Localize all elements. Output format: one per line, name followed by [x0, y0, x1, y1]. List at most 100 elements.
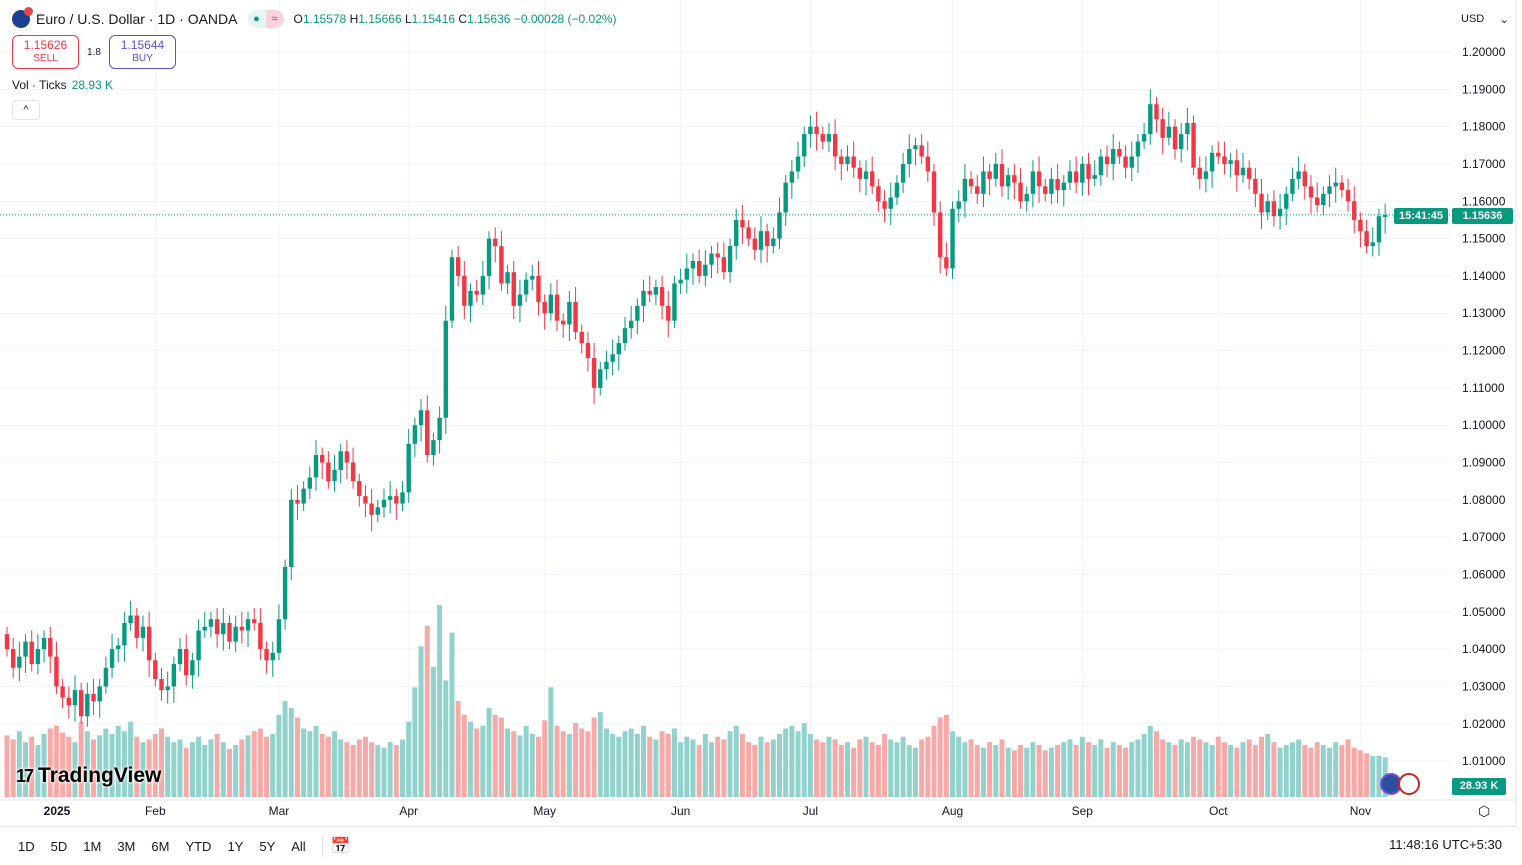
- range-5d[interactable]: 5D: [50, 838, 68, 854]
- volume-bar: [183, 747, 189, 797]
- candle-body: [78, 690, 84, 717]
- range-1d[interactable]: 1D: [18, 838, 35, 854]
- volume-bar: [1259, 736, 1265, 797]
- trade-buttons: 1.15626 SELL 1.8 1.15644 BUY: [12, 35, 176, 69]
- buy-button[interactable]: 1.15644 BUY: [109, 35, 176, 69]
- candle-body: [1024, 193, 1029, 202]
- candle-body: [876, 186, 881, 202]
- currency-select[interactable]: USD ⌄: [1461, 13, 1509, 26]
- range-1y[interactable]: 1Y: [227, 838, 244, 854]
- volume-bar: [109, 733, 115, 797]
- candle-body: [48, 637, 53, 657]
- candle-body: [604, 361, 609, 370]
- volume-bar: [1098, 739, 1104, 797]
- candle-body: [1209, 152, 1215, 172]
- candle-body: [870, 171, 875, 187]
- candle-body: [134, 615, 139, 638]
- volume-bar: [1271, 742, 1277, 797]
- candle-body: [1018, 182, 1023, 202]
- volume-bar: [987, 742, 993, 797]
- volume-bar: [715, 736, 721, 797]
- candle-body: [1197, 167, 1202, 179]
- y-tick-label: 1.17000: [1462, 157, 1506, 171]
- volume-bar: [189, 742, 195, 797]
- candle-body: [542, 302, 547, 314]
- candle-body: [628, 320, 634, 329]
- candle-body: [734, 219, 739, 247]
- range-3m[interactable]: 3M: [117, 838, 136, 854]
- volume-bar: [573, 723, 579, 797]
- volume-bar: [690, 739, 696, 797]
- candle-body: [462, 275, 467, 306]
- volume-bar: [412, 687, 418, 797]
- candle-body: [1376, 216, 1382, 243]
- volume-bar: [554, 725, 560, 797]
- volume-bar: [641, 725, 647, 797]
- candle-body: [647, 290, 652, 295]
- x-tick-label: Oct: [1209, 804, 1228, 818]
- candle-body: [338, 451, 343, 470]
- range-all[interactable]: All: [291, 838, 306, 854]
- candle-body: [313, 455, 319, 478]
- x-tick-label: Aug: [942, 804, 963, 818]
- candle-body: [1080, 163, 1085, 183]
- collapse-legend-button[interactable]: ^: [12, 100, 40, 120]
- range-1m[interactable]: 1M: [83, 838, 102, 854]
- candle-body: [276, 619, 282, 653]
- volume-bar: [937, 717, 943, 797]
- range-5y[interactable]: 5Y: [259, 838, 276, 854]
- volume-bar: [1370, 755, 1376, 797]
- price-chart[interactable]: 1.01000 1.02000 1.03000 1.04000 1.05000 1.060…: [0, 0, 1522, 826]
- candle-body: [709, 253, 714, 265]
- volume-bar: [1055, 744, 1061, 797]
- x-tick-label: 2025: [44, 804, 71, 818]
- candle-body: [635, 305, 640, 321]
- volume-bar: [239, 739, 245, 797]
- candle-body: [764, 231, 770, 247]
- candle-body: [1061, 182, 1066, 191]
- volume-bar: [1042, 750, 1048, 797]
- volume-bar: [739, 733, 745, 797]
- volume-bar: [721, 739, 727, 797]
- candle-body: [394, 496, 399, 504]
- candle-body: [1117, 149, 1122, 157]
- tradingview-logo[interactable]: 17 TradingView: [16, 764, 162, 787]
- axis-settings-icon[interactable]: ⬡: [1478, 803, 1491, 819]
- volume-bar: [1011, 750, 1017, 797]
- status-pill[interactable]: ● ≈: [247, 10, 284, 28]
- volume-bar: [140, 742, 146, 797]
- volume-bar: [684, 736, 690, 797]
- volume-bar: [486, 707, 492, 797]
- candle-body: [184, 649, 189, 676]
- eur-usd-flag-icon: [12, 7, 33, 28]
- range-ytd[interactable]: YTD: [185, 838, 212, 854]
- symbol-title[interactable]: Euro / U.S. Dollar · 1D · OANDA: [36, 11, 238, 27]
- clock[interactable]: 11:48:16 UTC+5:30: [1389, 837, 1502, 852]
- volume-bar: [1153, 731, 1159, 797]
- volume-bar: [956, 736, 962, 797]
- volume-bar: [1320, 744, 1326, 797]
- volume-bar: [177, 739, 183, 797]
- volume-bar: [468, 721, 473, 797]
- volume-bar: [393, 744, 399, 797]
- volume-bar: [455, 701, 461, 797]
- candle-body: [1166, 126, 1172, 138]
- go-to-date-icon[interactable]: 📅: [330, 838, 351, 855]
- candle-body: [944, 257, 949, 269]
- candle-body: [937, 212, 943, 258]
- currency-events-icon[interactable]: [1380, 773, 1424, 795]
- volume-bar: [1265, 733, 1271, 797]
- candle-body: [1222, 156, 1227, 164]
- candle-body: [17, 656, 22, 668]
- candle-body: [882, 201, 887, 209]
- volume-bar: [511, 731, 517, 797]
- y-tick-label: 1.05000: [1462, 605, 1506, 619]
- sell-button[interactable]: 1.15626 SELL: [12, 35, 79, 69]
- volume-bar: [764, 742, 770, 797]
- range-6m[interactable]: 6M: [151, 838, 170, 854]
- ohlc-readout: O1.15578 H1.15666 L1.15416 C1.15636 −0.0…: [293, 12, 617, 26]
- candle-body: [746, 227, 751, 239]
- volume-bar: [461, 714, 467, 797]
- candle-body: [1277, 208, 1283, 217]
- price-axis: [1452, 0, 1522, 826]
